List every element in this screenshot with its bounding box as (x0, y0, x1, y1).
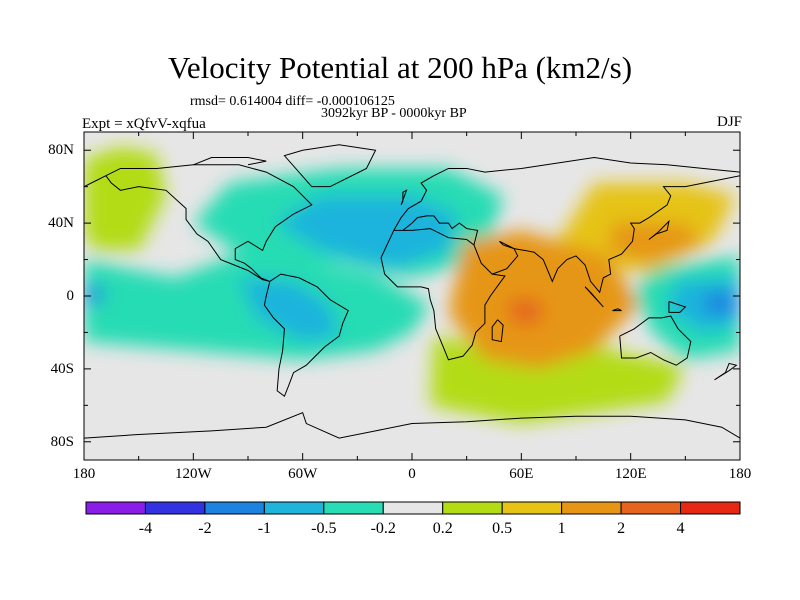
coastline (648, 219, 670, 240)
lon-tick-label: 180 (72, 466, 96, 482)
field-region (238, 277, 340, 342)
lat-tick-label: 80N (48, 142, 74, 159)
colorbar-swatch (144, 501, 206, 515)
colorbar-label: 0.2 (432, 520, 453, 537)
coastline (619, 315, 692, 366)
colorbar-swatch (323, 501, 384, 515)
colorbar-label: 1 (557, 520, 566, 537)
lon-tick-label: 60W (288, 466, 318, 482)
lon-tick-label: 180 (728, 466, 752, 482)
lat-tick-label: 80S (50, 433, 74, 450)
season-label: DJF (716, 114, 742, 130)
coastline (402, 215, 479, 246)
coastline (668, 300, 687, 313)
coastline (380, 228, 506, 361)
colorbar-swatch (501, 501, 563, 515)
lon-tick-label: 120W (174, 466, 212, 482)
colorbar-label: -1 (257, 520, 272, 537)
coastline (584, 286, 604, 308)
coastline (400, 189, 408, 206)
lat-tick-label: 40S (50, 360, 74, 377)
field-region (703, 292, 737, 315)
field-region (393, 219, 440, 251)
colorbar-label: -2 (198, 520, 212, 537)
colorbar-swatch (561, 501, 622, 515)
colorbar-swatch (382, 501, 444, 515)
lon-tick-label: 0 (408, 466, 416, 482)
lat-tick-label: 40N (48, 215, 74, 232)
coastline (491, 319, 504, 343)
coastline (193, 157, 267, 166)
field-region (84, 146, 166, 251)
coastline (714, 362, 738, 381)
colorbar-swatch (85, 501, 146, 515)
colorbar-label: 2 (617, 520, 626, 537)
experiment-label: Expt = xQfvV-xqfua (82, 116, 206, 132)
colorbar-label: 4 (676, 520, 685, 537)
coastline (105, 164, 313, 282)
field-region (84, 268, 139, 324)
colorbar-swatch (620, 501, 682, 515)
stats-line: rmsd= 0.614004 diff= -0.000106125 (190, 94, 395, 109)
field-region (84, 285, 106, 306)
lon-tick-label: 120E (614, 466, 647, 482)
colorbar-label: 0.5 (492, 520, 513, 537)
colorbar-swatch (204, 501, 265, 515)
colorbar-label: -0.2 (370, 520, 396, 537)
period-label: 3092kyr BP - 0000kyr BP (321, 106, 467, 121)
colorbar-label: -4 (138, 520, 153, 537)
field-region (608, 223, 704, 264)
coastline (492, 175, 740, 294)
field-region (506, 299, 544, 326)
colorbar-label: -0.5 (311, 520, 337, 537)
colorbar-swatch (442, 501, 503, 515)
coastline (393, 157, 740, 231)
coastline (263, 273, 349, 398)
colorbar-swatch (680, 501, 741, 515)
colorbar-swatch (263, 501, 325, 515)
map-title: Velocity Potential at 200 hPa (km2/s) (167, 50, 633, 85)
lon-tick-label: 60E (509, 466, 534, 482)
coastline (84, 411, 740, 439)
field-region (667, 277, 740, 333)
coastline (84, 175, 107, 188)
lat-tick-label: 0 (66, 288, 75, 304)
coastline (283, 144, 377, 188)
coastline (612, 308, 622, 312)
